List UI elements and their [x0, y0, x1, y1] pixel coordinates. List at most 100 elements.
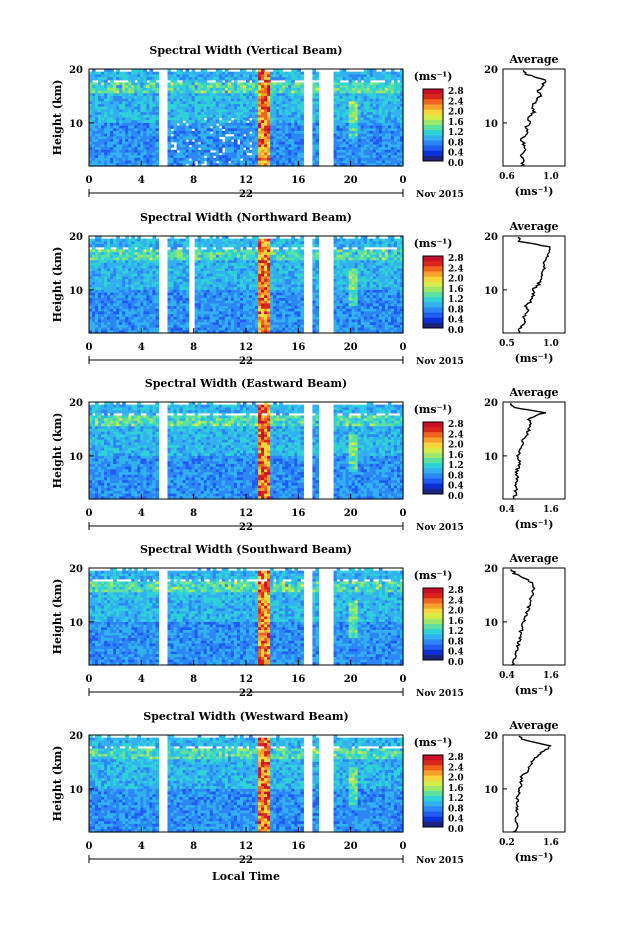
- heatmap-cell: [206, 77, 211, 81]
- heatmap-cell: [354, 82, 359, 86]
- heatmap-cell: [215, 141, 220, 146]
- heatmap-cell: [249, 160, 253, 164]
- heatmap-cell: [125, 160, 129, 164]
- heatmap-cell: [170, 163, 175, 167]
- heatmap-cell: [242, 144, 247, 148]
- heatmap-cell: [149, 112, 153, 116]
- heatmap-cell: [209, 122, 214, 127]
- heatmap-cell: [369, 71, 374, 75]
- heatmap-cell: [297, 74, 301, 78]
- heatmap-cell: [137, 163, 141, 167]
- heatmap-cell: [230, 93, 235, 97]
- heatmap-cell: [227, 147, 232, 151]
- heatmap-cell: [285, 114, 289, 119]
- heatmap-cell: [110, 152, 114, 156]
- heatmap-cell: [261, 136, 265, 140]
- heatmap-cell: [381, 104, 386, 108]
- heatmap-cell: [390, 160, 395, 164]
- heatmap-cell: [104, 69, 108, 73]
- heatmap-cell: [107, 112, 111, 116]
- heatmap-cell: [300, 101, 304, 105]
- heatmap-cell: [131, 114, 135, 119]
- heatmap-cell: [188, 114, 193, 119]
- heatmap-cell: [366, 77, 371, 81]
- heatmap-cell: [390, 149, 395, 154]
- heatmap-cell: [110, 114, 114, 119]
- heatmap-cell: [354, 141, 359, 146]
- heatmap-cell: [312, 95, 317, 100]
- heatmap-cell: [128, 130, 132, 135]
- heatmap-cell: [242, 136, 247, 140]
- heatmap-cell: [273, 85, 277, 89]
- heatmap-cell: [191, 69, 196, 73]
- heatmap-cell: [315, 133, 320, 137]
- heatmap-cell: [191, 95, 196, 100]
- heatmap-cell: [197, 139, 202, 143]
- heatmap-cell: [149, 147, 153, 151]
- heatmap-cell: [173, 152, 178, 156]
- heatmap-cell: [221, 141, 226, 146]
- heatmap-cell: [221, 82, 226, 86]
- heatmap-cell: [92, 141, 96, 146]
- heatmap-cell: [336, 98, 341, 102]
- heatmap-cell: [140, 122, 144, 127]
- heatmap-cell: [345, 139, 350, 143]
- heatmap-cell: [393, 112, 398, 116]
- heatmap-cell: [191, 157, 196, 162]
- heatmap-cell: [98, 120, 102, 124]
- heatmap-cell: [206, 133, 211, 137]
- heatmap-cell: [188, 106, 193, 111]
- heatmap-cell: [300, 141, 304, 146]
- heatmap-cell: [173, 133, 178, 137]
- heatmap-cell: [276, 69, 280, 73]
- heatmap-cell: [188, 152, 193, 156]
- heatmap-cell: [179, 120, 184, 124]
- heatmap-cell: [209, 82, 214, 86]
- heatmap-cell: [291, 125, 295, 129]
- heatmap-cell: [116, 101, 120, 105]
- heatmap-cell: [393, 141, 398, 146]
- heatmap-cell: [218, 144, 223, 148]
- heatmap-cell: [255, 85, 259, 89]
- heatmap-cell: [218, 95, 223, 100]
- heatmap-cell: [333, 133, 338, 137]
- heatmap-cell: [285, 144, 289, 148]
- heatmap-cell: [363, 109, 368, 113]
- heatmap-cell: [336, 93, 341, 97]
- heatmap-cell: [297, 125, 301, 129]
- heatmap-cell: [194, 157, 199, 162]
- heatmap-cell: [291, 90, 295, 94]
- heatmap-cell: [351, 133, 356, 137]
- heatmap-cell: [173, 117, 178, 121]
- heatmap-cell: [182, 93, 187, 97]
- heatmap-cell: [110, 74, 114, 78]
- heatmap-cell: [239, 90, 244, 94]
- heatmap-cell: [348, 149, 353, 154]
- heatmap-cell: [155, 157, 160, 162]
- heatmap-cell: [191, 120, 196, 124]
- heatmap-cell: [146, 87, 150, 92]
- heatmap-cell: [399, 90, 404, 94]
- heatmap-cell: [197, 144, 202, 148]
- heatmap-cell: [345, 147, 350, 151]
- heatmap-cell: [230, 71, 235, 75]
- heatmap-cell: [357, 101, 362, 105]
- heatmap-cell: [206, 155, 211, 159]
- heatmap-cell: [291, 87, 295, 92]
- heatmap-cell: [273, 95, 277, 100]
- heatmap-cell: [339, 160, 344, 164]
- heatmap-cell: [258, 93, 262, 97]
- heatmap-cell: [297, 141, 301, 146]
- heatmap-cell: [230, 155, 235, 159]
- heatmap-cell: [95, 77, 99, 81]
- heatmap-cell: [276, 160, 280, 164]
- heatmap-cell: [354, 98, 359, 102]
- heatmap-cell: [140, 77, 144, 81]
- heatmap-cell: [378, 101, 383, 105]
- heatmap-cell: [393, 122, 398, 127]
- heatmap-cell: [366, 98, 371, 102]
- heatmap-cell: [131, 163, 135, 167]
- heatmap-cell: [110, 130, 114, 135]
- heatmap-cell: [140, 109, 144, 113]
- heatmap-cell: [122, 152, 126, 156]
